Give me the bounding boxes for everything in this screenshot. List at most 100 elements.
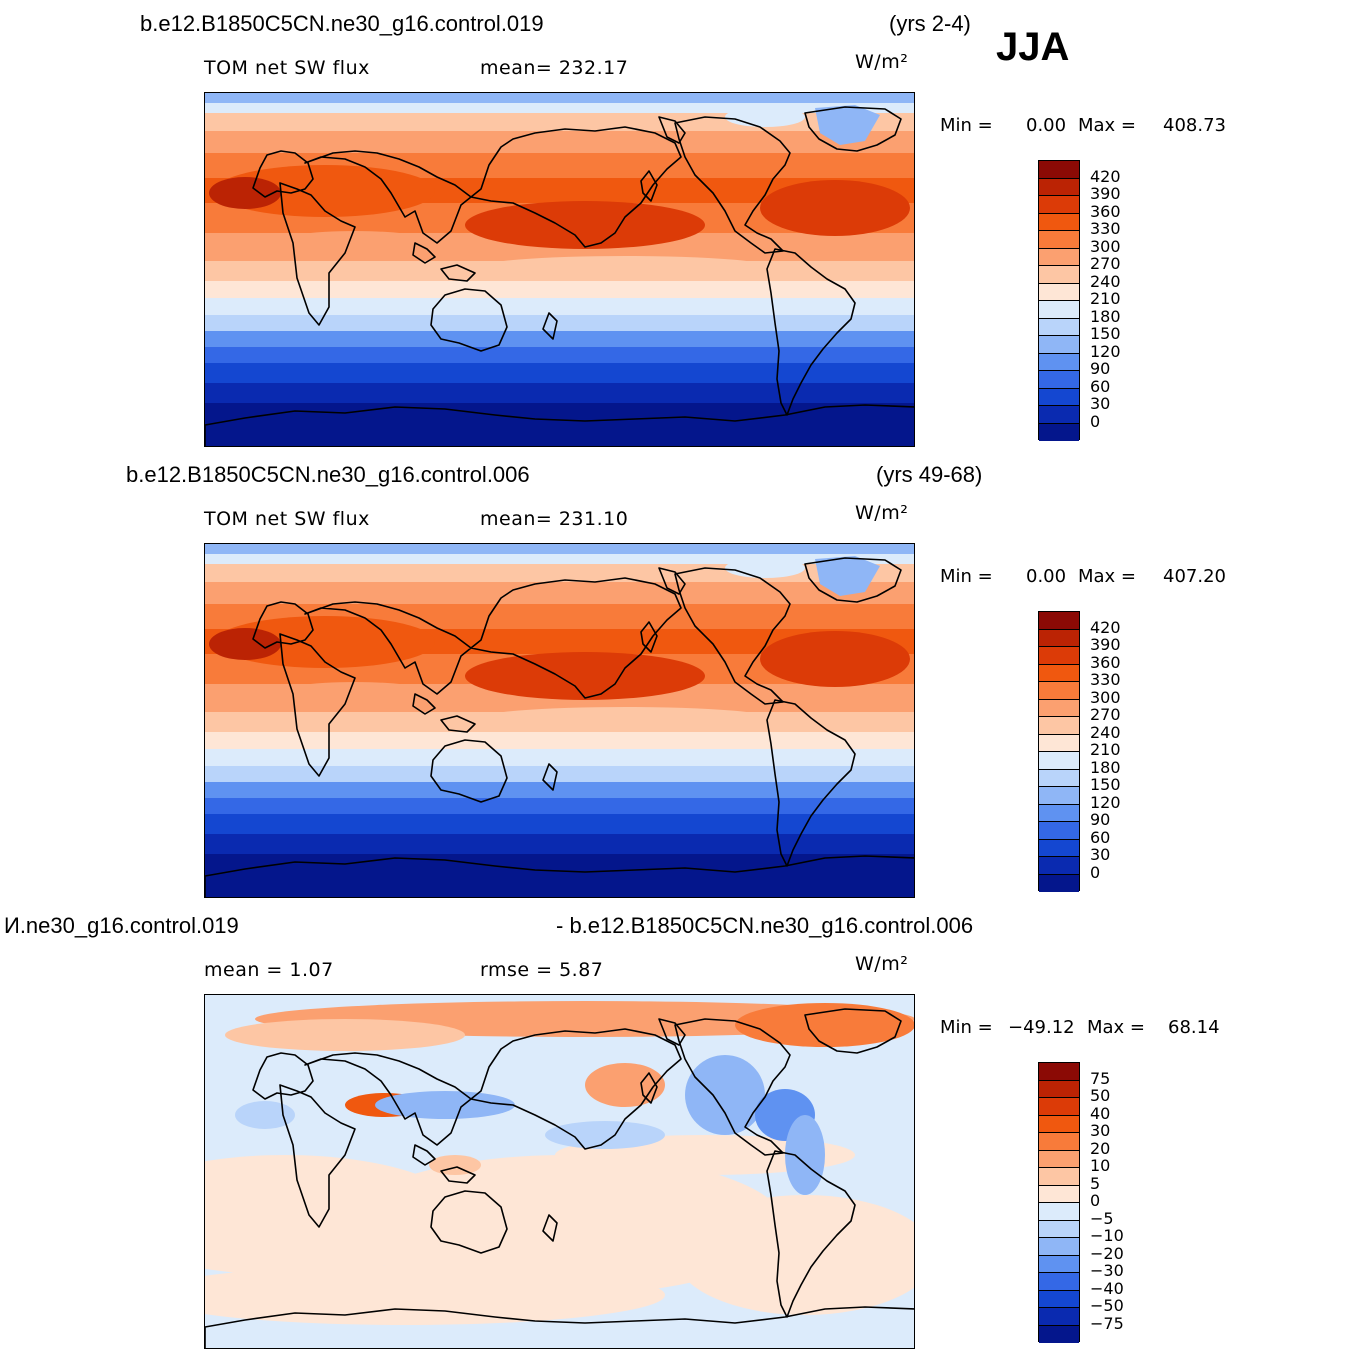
colorbar-swatch bbox=[1039, 423, 1079, 441]
colorbar-tick-label: 120 bbox=[1090, 792, 1121, 812]
colorbar-swatch bbox=[1039, 682, 1079, 700]
case-title: b.e12.B1850C5CN.ne30_g16.control.006 bbox=[126, 462, 530, 487]
map-panel-top bbox=[204, 92, 915, 447]
colorbar-tick-label: −50 bbox=[1090, 1296, 1124, 1315]
colorbar bbox=[1038, 1062, 1080, 1343]
world-map bbox=[205, 93, 914, 446]
colorbar-swatch bbox=[1039, 283, 1079, 301]
colorbar-swatch bbox=[1039, 248, 1079, 266]
world-map bbox=[205, 995, 914, 1348]
colorbar-swatch bbox=[1039, 1063, 1079, 1081]
colorbar-tick-label: 210 bbox=[1090, 740, 1121, 759]
colorbar-swatch bbox=[1039, 1080, 1079, 1098]
min-label: Min = bbox=[940, 115, 993, 136]
colorbar-swatch bbox=[1039, 857, 1079, 875]
colorbar-tick-label: 90 bbox=[1090, 810, 1111, 829]
min-label: Min = bbox=[940, 566, 993, 587]
colorbar-swatch bbox=[1039, 406, 1079, 424]
colorbar-tick-label: 50 bbox=[1090, 1086, 1111, 1105]
colorbar-swatch bbox=[1039, 371, 1079, 389]
colorbar-tick-label: 330 bbox=[1090, 670, 1121, 689]
units-label: W/m² bbox=[855, 953, 909, 975]
units-label: W/m² bbox=[855, 502, 909, 524]
colorbar-swatch bbox=[1039, 1325, 1079, 1343]
colorbar-tick-label: 150 bbox=[1090, 324, 1121, 343]
colorbar-tick-label: 30 bbox=[1090, 394, 1111, 413]
colorbar bbox=[1038, 611, 1080, 892]
colorbar-tick-label: 300 bbox=[1090, 687, 1121, 707]
colorbar-swatch bbox=[1039, 874, 1079, 892]
colorbar-swatch bbox=[1039, 161, 1079, 179]
colorbar-swatch bbox=[1039, 1273, 1079, 1291]
case-title-right: - b.e12.B1850C5CN.ne30_g16.control.006 bbox=[556, 913, 974, 938]
colorbar-swatch bbox=[1039, 1150, 1079, 1168]
colorbar-tick-label: 240 bbox=[1090, 271, 1121, 291]
colorbar-swatch bbox=[1039, 1203, 1079, 1221]
colorbar-swatch bbox=[1039, 699, 1079, 717]
variable-label: TOM net SW flux bbox=[204, 57, 370, 79]
colorbar-swatch bbox=[1039, 822, 1079, 840]
colorbar-tick-label: 360 bbox=[1090, 652, 1121, 672]
max-label: Max = bbox=[1078, 115, 1137, 136]
colorbar-tick-label: 420 bbox=[1090, 166, 1121, 186]
colorbar-swatch bbox=[1039, 1290, 1079, 1308]
colorbar-tick-label: −20 bbox=[1090, 1243, 1124, 1263]
map-panel-middle bbox=[204, 543, 915, 898]
colorbar-swatch bbox=[1039, 734, 1079, 752]
colorbar-swatch bbox=[1039, 1255, 1079, 1273]
colorbar-tick-label: 10 bbox=[1090, 1156, 1111, 1175]
units-label: W/m² bbox=[855, 51, 909, 73]
max-label: Max = bbox=[1087, 1017, 1146, 1038]
colorbar-tick-label: 60 bbox=[1090, 827, 1111, 847]
colorbar-swatch bbox=[1039, 612, 1079, 630]
colorbar-tick-label: 0 bbox=[1090, 1191, 1101, 1210]
years-label: (yrs 49-68) bbox=[876, 462, 983, 487]
colorbar-swatch bbox=[1039, 787, 1079, 805]
case-title-left: И.ne30_g16.control.019 bbox=[4, 913, 239, 938]
colorbar-swatch bbox=[1039, 629, 1079, 647]
colorbar-swatch bbox=[1039, 178, 1079, 196]
colorbar-swatch bbox=[1039, 752, 1079, 770]
colorbar-swatch bbox=[1039, 1220, 1079, 1238]
colorbar-swatch bbox=[1039, 804, 1079, 822]
colorbar-tick-label: 390 bbox=[1090, 635, 1121, 654]
world-map bbox=[205, 544, 914, 897]
colorbar-swatch bbox=[1039, 353, 1079, 371]
colorbar-swatch bbox=[1039, 839, 1079, 857]
colorbar-tick-label: 60 bbox=[1090, 376, 1111, 396]
colorbar-tick-label: 330 bbox=[1090, 219, 1121, 238]
colorbar-tick-label: −30 bbox=[1090, 1261, 1124, 1280]
colorbar-tick-label: 390 bbox=[1090, 184, 1121, 203]
colorbar-tick-label: 270 bbox=[1090, 254, 1121, 273]
colorbar-tick-label: 75 bbox=[1090, 1068, 1111, 1088]
colorbar-swatch bbox=[1039, 1115, 1079, 1133]
colorbar-swatch bbox=[1039, 213, 1079, 231]
colorbar-tick-label: 120 bbox=[1090, 341, 1121, 361]
colorbar-tick-label: 0 bbox=[1090, 411, 1101, 431]
max-value: 408.73 bbox=[1163, 115, 1226, 136]
colorbar-tick-label: 90 bbox=[1090, 359, 1111, 378]
colorbar-swatch bbox=[1039, 336, 1079, 354]
case-title: b.e12.B1850C5CN.ne30_g16.control.019 bbox=[140, 11, 544, 36]
colorbar-tick-label: −40 bbox=[1090, 1278, 1124, 1298]
colorbar-tick-label: 30 bbox=[1090, 845, 1111, 864]
colorbar-swatch bbox=[1039, 301, 1079, 319]
min-value: −49.12 bbox=[1008, 1017, 1075, 1038]
colorbar-tick-label: 180 bbox=[1090, 757, 1121, 777]
rmse-label: rmse = 5.87 bbox=[480, 959, 604, 981]
colorbar-swatch bbox=[1039, 388, 1079, 406]
colorbar-swatch bbox=[1039, 231, 1079, 249]
colorbar bbox=[1038, 160, 1080, 441]
colorbar-swatch bbox=[1039, 318, 1079, 336]
colorbar-tick-label: 180 bbox=[1090, 306, 1121, 326]
colorbar-swatch bbox=[1039, 196, 1079, 214]
colorbar-tick-label: 420 bbox=[1090, 617, 1121, 637]
colorbar-tick-label: 270 bbox=[1090, 705, 1121, 724]
colorbar-tick-label: 30 bbox=[1090, 1121, 1111, 1140]
max-label: Max = bbox=[1078, 566, 1137, 587]
colorbar-tick-label: 210 bbox=[1090, 289, 1121, 308]
colorbar-tick-label: −75 bbox=[1090, 1313, 1124, 1333]
colorbar-tick-label: 240 bbox=[1090, 722, 1121, 742]
colorbar-tick-label: −5 bbox=[1090, 1208, 1114, 1228]
